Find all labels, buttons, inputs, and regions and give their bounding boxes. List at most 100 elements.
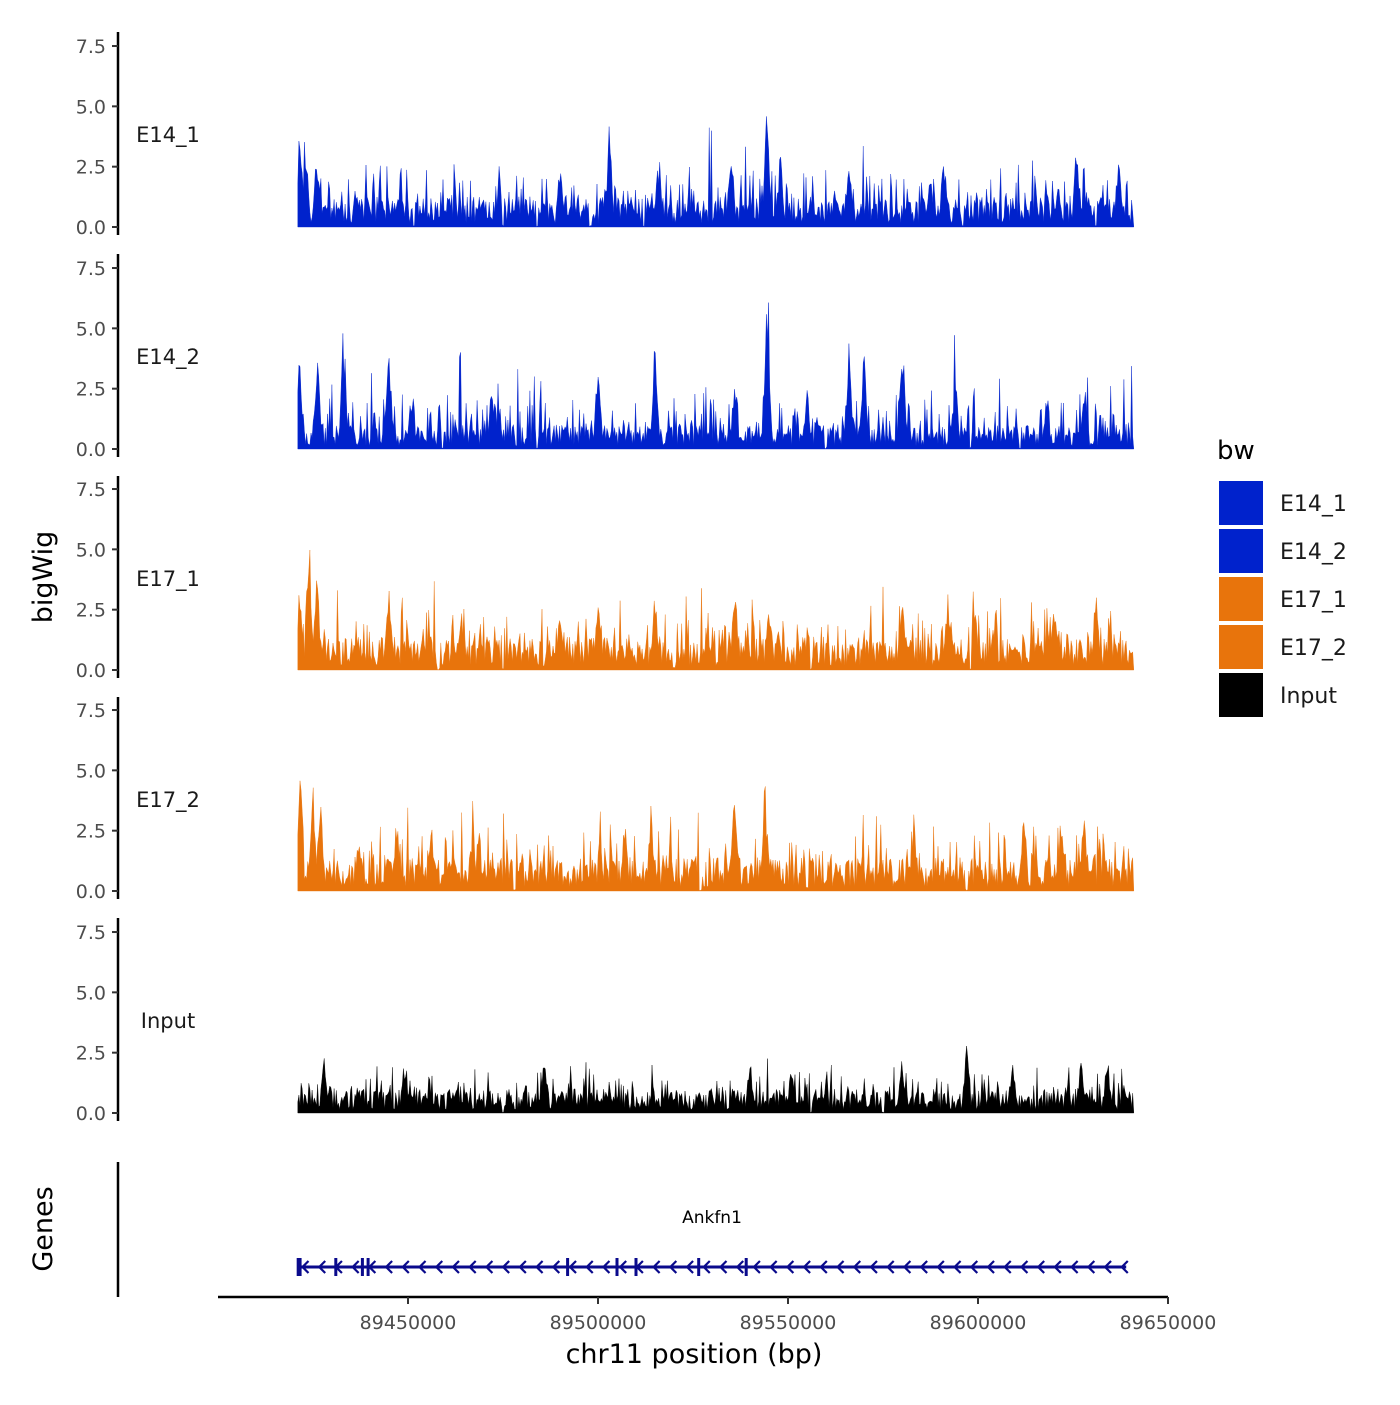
strand-arrow <box>518 1260 527 1274</box>
signal-area-e14-2 <box>297 302 1135 450</box>
strand-arrow <box>367 1260 377 1274</box>
strand-arrow <box>702 1260 711 1274</box>
strand-arrow <box>484 1260 494 1274</box>
strand-arrow <box>384 1260 393 1274</box>
legend-label: E14_2 <box>1280 540 1347 565</box>
track-label: E17_1 <box>136 567 200 592</box>
strand-arrow <box>1053 1260 1062 1274</box>
strand-arrow <box>936 1260 945 1274</box>
track-e14-1: 0.0 2.5 5.0 7.5 E14_1 <box>76 32 1135 239</box>
track-label: E14_1 <box>136 123 200 148</box>
strand-arrow <box>668 1260 678 1274</box>
strand-arrow <box>819 1260 828 1274</box>
y-tick-label: 7.5 <box>76 479 106 501</box>
y-tick-label: 0.0 <box>76 881 106 903</box>
x-tick-label: 89500000 <box>550 1312 647 1334</box>
legend-label: Input <box>1280 684 1337 709</box>
strand-arrow <box>685 1260 694 1274</box>
strand-arrow <box>1086 1260 1096 1274</box>
gene-exon <box>697 1258 701 1276</box>
strand-arrow <box>919 1260 928 1274</box>
strand-arrow <box>451 1260 460 1274</box>
gene-name-label: Ankfn1 <box>682 1208 742 1228</box>
strand-arrow <box>468 1260 477 1274</box>
y-tick-label: 5.0 <box>76 539 106 561</box>
gene-exon <box>744 1258 748 1276</box>
gene-exon <box>566 1258 570 1276</box>
y-tick-label: 0.0 <box>76 660 106 682</box>
strand-arrow <box>1120 1260 1129 1274</box>
gene-exon <box>298 1258 302 1276</box>
y-tick-label: 5.0 <box>76 982 106 1004</box>
y-tick-label: 2.5 <box>76 1043 106 1065</box>
legend-swatch <box>1217 479 1265 527</box>
y-tick-label: 2.5 <box>76 157 106 179</box>
gene-exon <box>296 1258 300 1276</box>
legend-label: E17_2 <box>1280 636 1347 661</box>
y-tick-label: 5.0 <box>76 318 106 340</box>
legend-label: E14_1 <box>1280 492 1347 517</box>
strand-arrow <box>300 1260 310 1274</box>
strand-arrow <box>869 1260 878 1274</box>
strand-arrow <box>417 1260 427 1274</box>
strand-arrow <box>785 1260 795 1274</box>
legend-label: E17_1 <box>1280 588 1347 613</box>
y-tick-label: 0.0 <box>76 439 106 461</box>
strand-arrow <box>351 1260 360 1274</box>
y-axis-title: bigWig <box>28 531 59 624</box>
y-tick-label: 5.0 <box>76 760 106 782</box>
track-input: 0.0 2.5 5.0 7.5 Input <box>76 918 1135 1125</box>
legend-swatch <box>1217 527 1265 575</box>
track-label: E17_2 <box>136 788 200 813</box>
strand-arrow <box>902 1260 912 1274</box>
strand-arrow <box>618 1260 627 1274</box>
strand-arrow <box>1036 1260 1045 1274</box>
strand-arrow <box>434 1260 444 1274</box>
strand-arrow <box>802 1260 811 1274</box>
strand-arrow <box>835 1260 845 1274</box>
y-tick-label: 7.5 <box>76 700 106 722</box>
x-tick-label: 89650000 <box>1120 1312 1217 1334</box>
strand-arrow <box>585 1260 594 1274</box>
signal-area-e17-2 <box>297 780 1135 892</box>
strand-arrow <box>601 1260 611 1274</box>
y-tick-label: 0.0 <box>76 1103 106 1125</box>
track-label: Input <box>141 1009 195 1033</box>
y-tick-label: 2.5 <box>76 600 106 622</box>
track-label: E14_2 <box>136 345 200 370</box>
legend-swatch <box>1217 623 1265 671</box>
y-tick-label: 2.5 <box>76 821 106 843</box>
genes-panel: Ankfn1 <box>116 1162 1129 1297</box>
strand-arrow <box>568 1260 577 1274</box>
y-tick-label: 7.5 <box>76 36 106 58</box>
gene-exon <box>360 1258 364 1276</box>
strand-arrow <box>635 1260 644 1274</box>
signal-area-e17-1 <box>297 549 1135 671</box>
bigwig-tracks: 0.0 2.5 5.0 7.5 E14_1 0.0 2.5 5.0 7.5 E14_2 0.0 2.5… <box>76 32 1135 1125</box>
legend: bw E14_1 E14_2 E17_1 E17_2 Input <box>1217 436 1347 719</box>
y-tick-label: 2.5 <box>76 379 106 401</box>
track-e17-2: 0.0 2.5 5.0 7.5 E17_2 <box>76 697 1135 903</box>
legend-swatch <box>1217 671 1265 719</box>
strand-arrow <box>735 1260 744 1274</box>
genes-axis-title: Genes <box>28 1186 59 1271</box>
strand-arrow <box>334 1260 343 1274</box>
strand-arrow <box>886 1260 895 1274</box>
strand-arrow <box>852 1260 862 1274</box>
y-tick-label: 0.0 <box>76 217 106 239</box>
strand-arrow <box>752 1260 761 1274</box>
strand-arrow <box>1019 1260 1029 1274</box>
strand-arrow <box>317 1260 326 1274</box>
strand-arrow <box>501 1260 510 1274</box>
strand-arrow <box>969 1260 979 1274</box>
x-tick-label: 89550000 <box>740 1312 837 1334</box>
strand-arrow <box>652 1260 661 1274</box>
y-tick-label: 7.5 <box>76 258 106 280</box>
strand-arrow <box>1070 1260 1079 1274</box>
track-e17-1: 0.0 2.5 5.0 7.5 E17_1 <box>76 476 1135 682</box>
y-tick-label: 7.5 <box>76 922 106 944</box>
legend-swatch <box>1217 575 1265 623</box>
strand-arrow <box>986 1260 995 1274</box>
